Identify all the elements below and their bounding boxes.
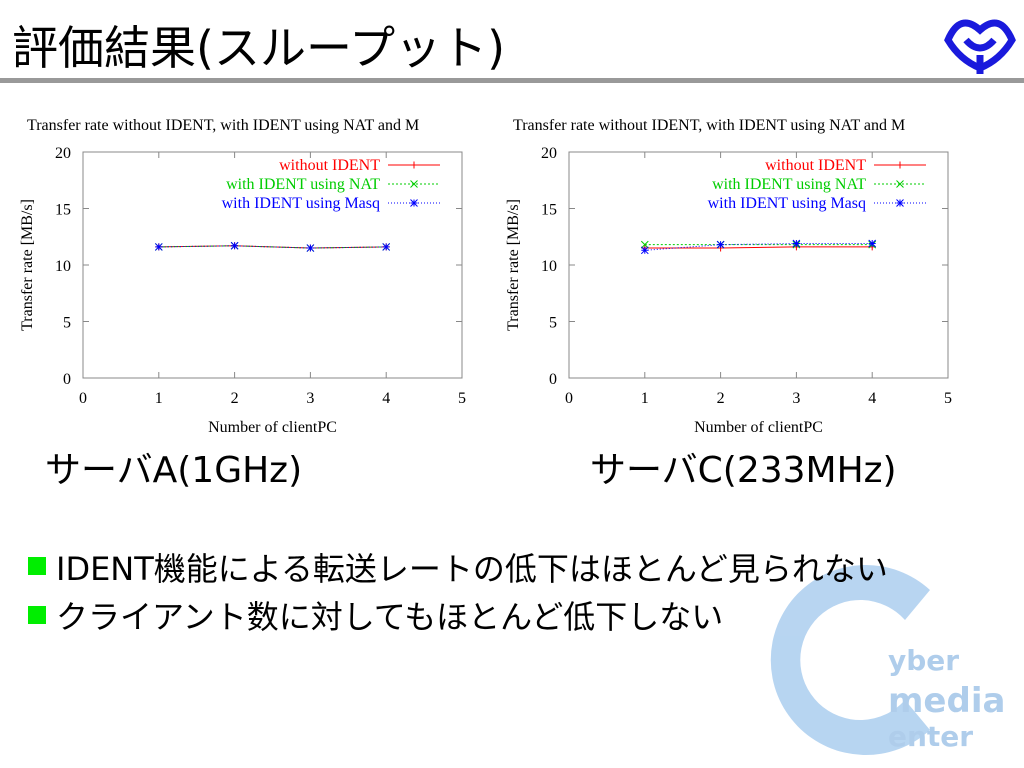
x-tick-label: 5 (944, 390, 952, 407)
point (230, 241, 239, 250)
x-tick-label: 2 (231, 390, 239, 407)
watermark-logo: yber media enter (770, 565, 1005, 756)
y-tick-label: 5 (63, 315, 71, 332)
point (792, 239, 801, 248)
y-tick-label: 0 (63, 371, 71, 388)
watermark-word: enter (888, 720, 973, 753)
legend-label: without IDENT (765, 157, 866, 174)
point (154, 243, 163, 251)
legend-marker (410, 180, 418, 188)
x-axis-label: Number of clientPC (208, 419, 337, 436)
bullet-icon (28, 606, 46, 624)
y-tick-label: 5 (549, 315, 557, 332)
x-tick-label: 2 (717, 390, 725, 407)
legend-marker (896, 180, 904, 188)
point (640, 246, 649, 255)
title-rule (0, 78, 1024, 83)
university-logo (944, 19, 1016, 74)
x-tick-label: 3 (792, 390, 800, 407)
x-tick-label: 4 (868, 390, 876, 407)
watermark-word: media (888, 681, 1005, 721)
x-tick-label: 4 (382, 390, 390, 407)
chart-title: Transfer rate without IDENT, with IDENT … (27, 117, 419, 134)
series-line (644, 246, 873, 249)
point (306, 244, 315, 252)
x-tick-label: 3 (306, 390, 314, 407)
chart-title: Transfer rate without IDENT, with IDENT … (513, 117, 905, 134)
series-line (644, 243, 873, 251)
y-tick-label: 0 (549, 371, 557, 388)
x-axis-label: Number of clientPC (694, 419, 823, 436)
legend-marker (410, 199, 418, 207)
y-axis-label: Transfer rate [MB/s] (19, 199, 36, 331)
y-tick-label: 10 (541, 258, 557, 275)
legend-marker (896, 161, 904, 169)
legend-label: with IDENT using Masq (222, 195, 380, 212)
point (716, 240, 725, 249)
y-tick-label: 10 (55, 258, 71, 275)
bullet-text: クライアント数に対してもほとんど低下しない (56, 598, 723, 636)
series-line (158, 245, 387, 249)
legend-marker (410, 161, 418, 169)
x-tick-label: 5 (458, 390, 466, 407)
point (640, 240, 649, 249)
legend-label: without IDENT (279, 157, 380, 174)
x-tick-label: 1 (641, 390, 649, 407)
y-tick-label: 20 (55, 145, 71, 162)
point (868, 239, 877, 248)
x-tick-label: 0 (565, 390, 573, 407)
legend-label: with IDENT using NAT (226, 176, 380, 193)
watermark-word: yber (888, 644, 959, 677)
bullet-icon (28, 557, 46, 575)
legend-marker (896, 199, 904, 207)
caption: サーバA(1GHz) (45, 450, 302, 491)
y-tick-label: 20 (541, 145, 557, 162)
chart: Transfer rate without IDENT, with IDENT … (505, 117, 952, 436)
y-axis-label: Transfer rate [MB/s] (505, 199, 522, 331)
legend-label: with IDENT using Masq (708, 195, 866, 212)
point (382, 243, 391, 251)
chart: Transfer rate without IDENT, with IDENT … (19, 117, 466, 436)
y-tick-label: 15 (55, 202, 71, 219)
x-tick-label: 1 (155, 390, 163, 407)
caption: サーバC(233MHz) (590, 450, 897, 491)
x-tick-label: 0 (79, 390, 87, 407)
slide-title: 評価結果(スループット) (12, 21, 505, 75)
bullet-text: IDENT機能による転送レートの低下はほとんど見られない (56, 550, 888, 588)
y-tick-label: 15 (541, 202, 557, 219)
legend-label: with IDENT using NAT (712, 176, 866, 193)
